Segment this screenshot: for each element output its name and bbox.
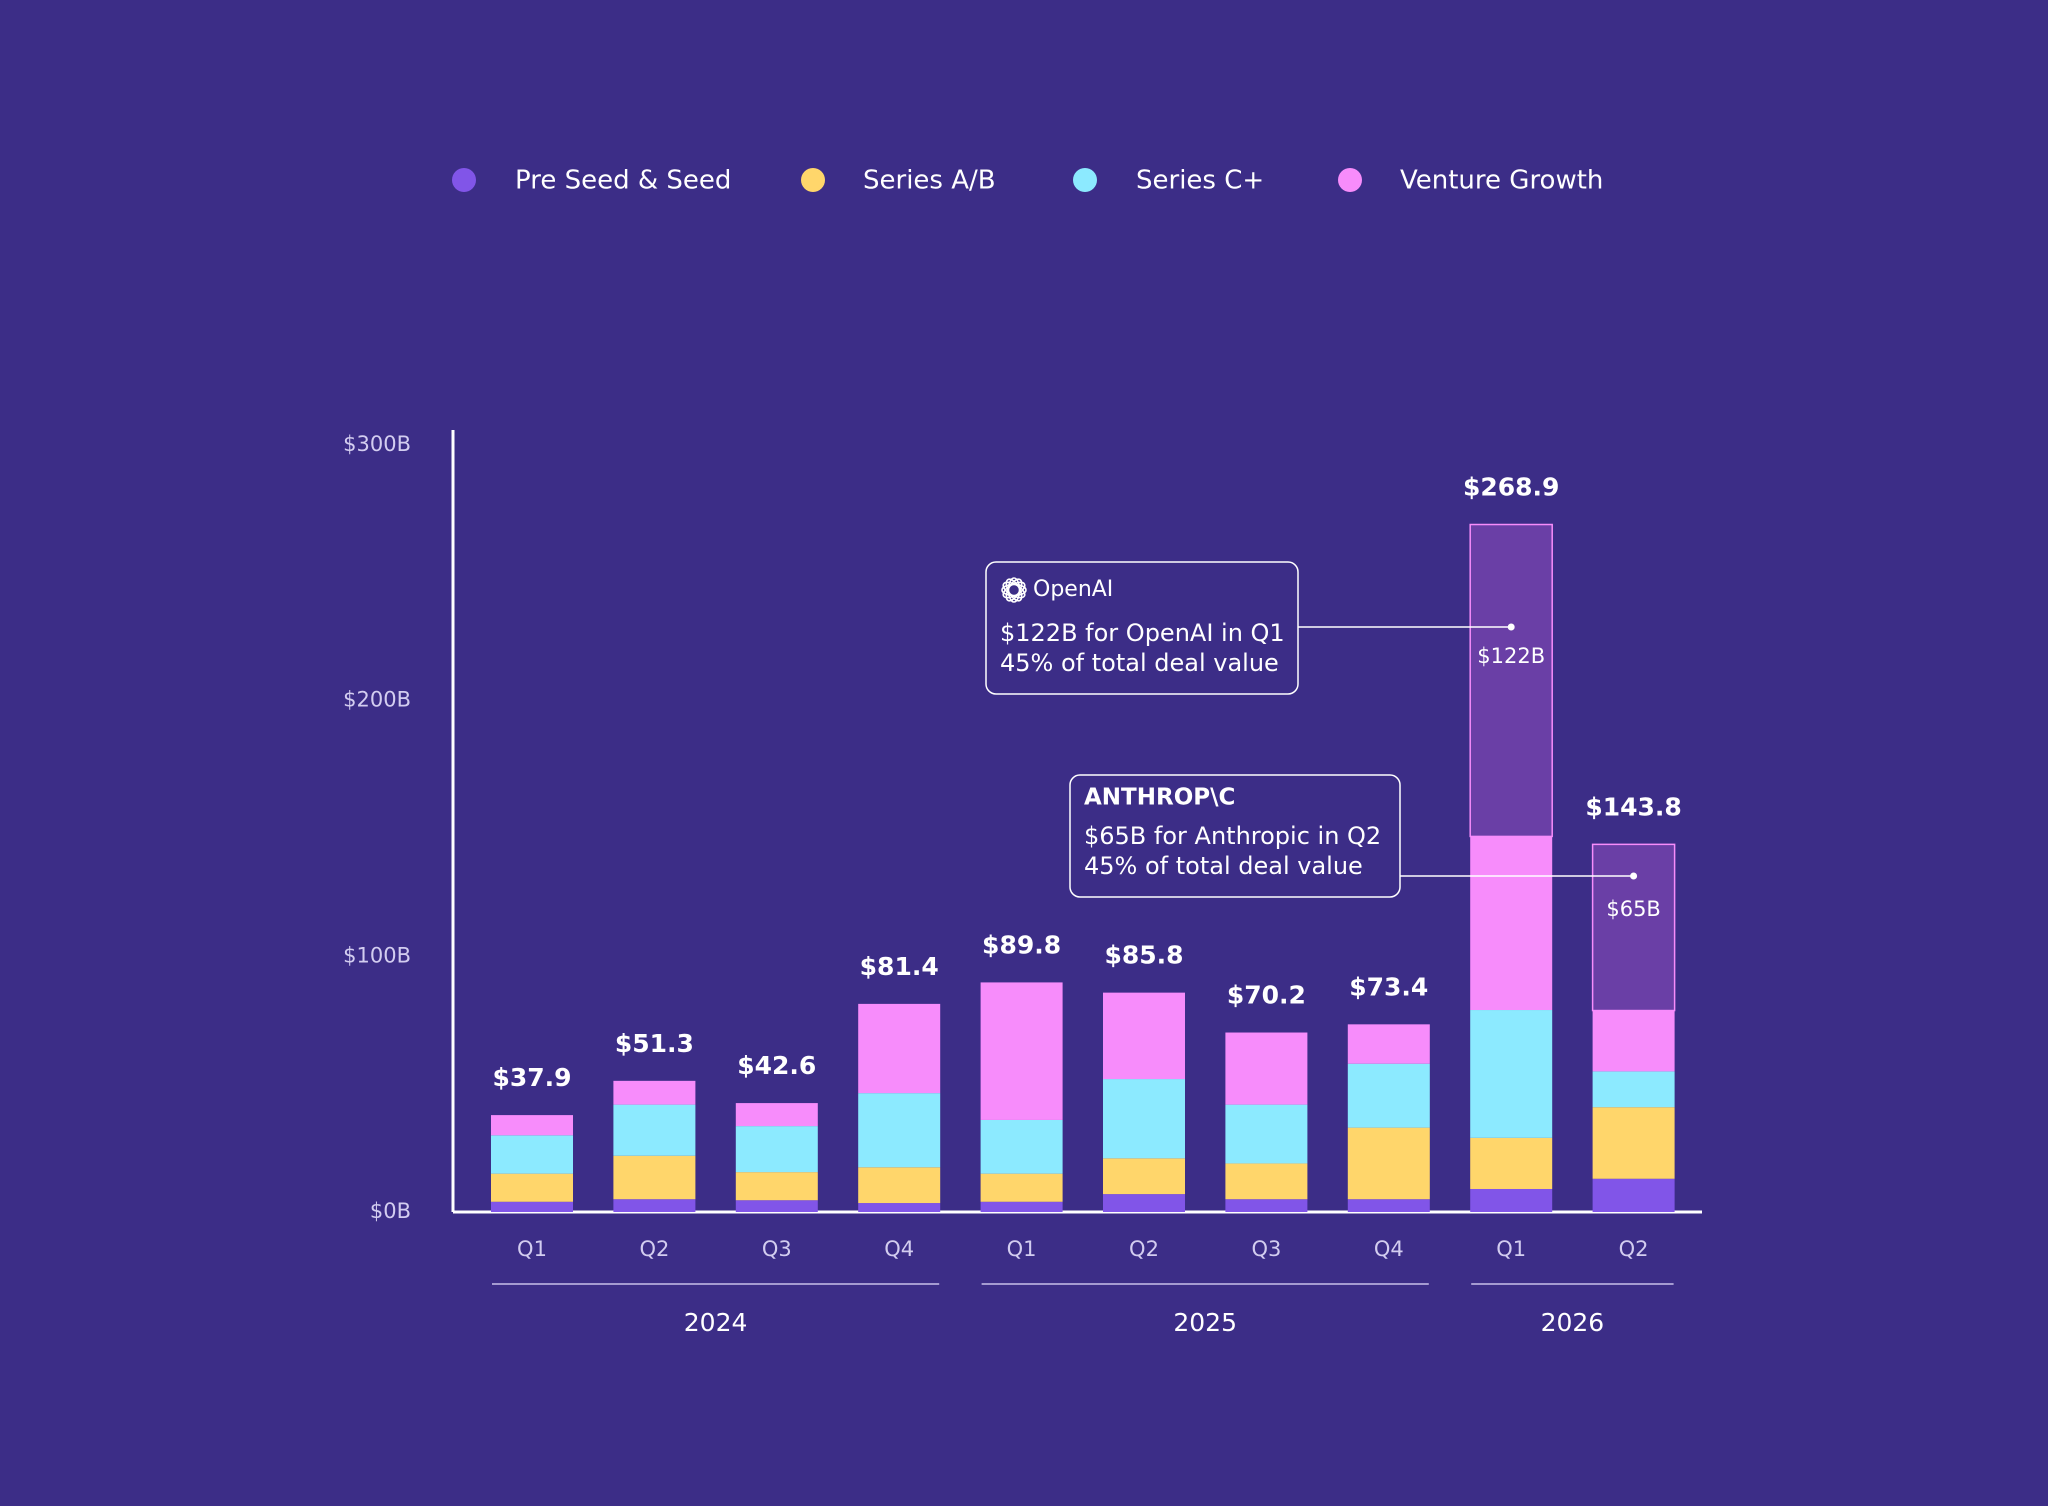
bar-segment bbox=[735, 1200, 818, 1212]
legend-dot bbox=[452, 168, 476, 192]
x-tick-label: Q3 bbox=[1251, 1237, 1281, 1261]
legend-label: Series A/B bbox=[863, 166, 996, 196]
bar-segment bbox=[1347, 1199, 1430, 1212]
legend-dot bbox=[1073, 168, 1097, 192]
bar-segment bbox=[858, 1167, 941, 1204]
bar-segment bbox=[735, 1172, 818, 1201]
callout-text: 45% of total deal value bbox=[1084, 852, 1363, 880]
x-tick-label: Q2 bbox=[1619, 1237, 1649, 1261]
bar-segment bbox=[1470, 1188, 1553, 1212]
callout-logo: ANTHROP\C bbox=[1084, 785, 1235, 811]
legend-dot bbox=[1338, 168, 1362, 192]
total-label: $70.2 bbox=[1227, 981, 1306, 1010]
bar-segment bbox=[858, 1203, 941, 1212]
x-tick-label: Q1 bbox=[1007, 1237, 1037, 1261]
total-label: $73.4 bbox=[1349, 972, 1428, 1001]
legend-label: Venture Growth bbox=[1400, 166, 1603, 196]
bar-segment bbox=[613, 1104, 696, 1156]
bar-segment bbox=[980, 1119, 1063, 1174]
callout-logo: OpenAI bbox=[1033, 577, 1113, 602]
bar-segment bbox=[1103, 1079, 1185, 1159]
bar-segment bbox=[980, 1201, 1063, 1212]
bar-segment bbox=[735, 1103, 818, 1127]
total-label: $81.4 bbox=[860, 952, 939, 981]
openai-logo bbox=[1001, 577, 1027, 603]
callout-dot bbox=[1507, 623, 1515, 631]
total-label: $51.3 bbox=[615, 1029, 694, 1058]
year-label: 2026 bbox=[1541, 1308, 1605, 1337]
bar-segment bbox=[1592, 1107, 1675, 1179]
bar-segment bbox=[858, 1003, 941, 1094]
bar-segment bbox=[491, 1173, 573, 1202]
bar-segment bbox=[980, 982, 1063, 1120]
bar-segment bbox=[491, 1201, 573, 1212]
bar-segment bbox=[1470, 836, 1553, 1011]
highlight-segment bbox=[1591, 843, 1676, 1012]
legend-dot bbox=[801, 168, 825, 192]
total-label: $37.9 bbox=[492, 1063, 571, 1092]
callout-dot bbox=[1630, 872, 1638, 880]
total-label: $89.8 bbox=[982, 930, 1061, 959]
bar-segment bbox=[1225, 1199, 1308, 1212]
bar-segment bbox=[1347, 1127, 1430, 1200]
bar-segment bbox=[1225, 1032, 1308, 1105]
x-tick-label: Q3 bbox=[762, 1237, 792, 1261]
bar-segment bbox=[1592, 1178, 1675, 1212]
y-tick-label: $300B bbox=[343, 432, 411, 456]
total-label: $143.8 bbox=[1585, 792, 1681, 821]
x-tick-label: Q2 bbox=[639, 1237, 669, 1261]
bar-segment bbox=[613, 1199, 696, 1212]
bar-segment bbox=[1470, 1137, 1553, 1189]
bar-segment bbox=[1347, 1063, 1430, 1128]
logo-petal bbox=[1002, 581, 1026, 599]
bar-segment bbox=[613, 1155, 696, 1200]
highlight-label: $122B bbox=[1477, 644, 1545, 668]
total-label: $85.8 bbox=[1104, 941, 1183, 970]
bar-segment bbox=[491, 1135, 573, 1174]
bar-segment bbox=[1103, 1194, 1185, 1212]
callout-text: 45% of total deal value bbox=[1000, 649, 1279, 677]
callout-box bbox=[1069, 774, 1401, 898]
x-tick-label: Q4 bbox=[1374, 1237, 1404, 1261]
y-tick-label: $200B bbox=[343, 688, 411, 712]
bar-segment bbox=[735, 1126, 818, 1173]
bar-segment bbox=[858, 1093, 941, 1168]
legend-label: Pre Seed & Seed bbox=[515, 166, 731, 196]
highlight-segment bbox=[1469, 523, 1553, 838]
callout-text: $122B for OpenAI in Q1 bbox=[1000, 619, 1285, 647]
bar-segment bbox=[1225, 1163, 1308, 1200]
legend-label: Series C+ bbox=[1136, 166, 1264, 196]
bar-segment bbox=[1592, 1071, 1675, 1108]
bar-segment bbox=[1347, 1024, 1430, 1064]
bar-segment bbox=[491, 1115, 573, 1136]
y-tick-label: $0B bbox=[370, 1199, 411, 1223]
bar-segment bbox=[1103, 992, 1185, 1080]
year-label: 2025 bbox=[1173, 1308, 1237, 1337]
bar-segment bbox=[1225, 1104, 1308, 1164]
total-label: $268.9 bbox=[1463, 473, 1559, 502]
bar-segment bbox=[980, 1173, 1063, 1202]
x-tick-label: Q1 bbox=[517, 1237, 547, 1261]
x-tick-label: Q4 bbox=[884, 1237, 914, 1261]
callout-text: $65B for Anthropic in Q2 bbox=[1084, 822, 1381, 850]
bar-segment bbox=[1103, 1158, 1185, 1195]
bar-segment bbox=[613, 1080, 696, 1105]
highlight-label: $65B bbox=[1606, 897, 1661, 921]
x-tick-label: Q1 bbox=[1496, 1237, 1526, 1261]
callout-box bbox=[985, 561, 1299, 695]
total-label: $42.6 bbox=[737, 1051, 816, 1080]
y-tick-label: $100B bbox=[343, 943, 411, 967]
year-label: 2024 bbox=[684, 1308, 748, 1337]
bar-segment bbox=[1470, 1010, 1553, 1138]
bar-segment bbox=[1592, 1010, 1675, 1072]
x-tick-label: Q2 bbox=[1129, 1237, 1159, 1261]
